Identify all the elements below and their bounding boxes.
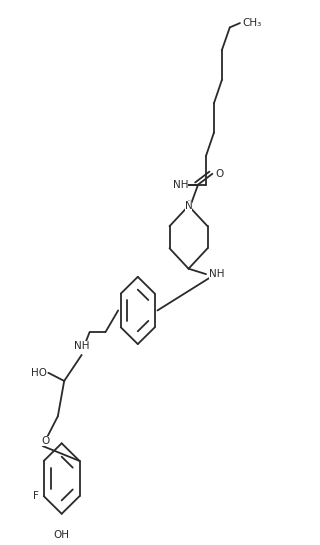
Text: F: F	[33, 491, 39, 501]
Text: OH: OH	[54, 530, 70, 540]
Text: NH: NH	[173, 180, 188, 190]
Text: NH: NH	[209, 269, 225, 279]
Text: O: O	[41, 435, 49, 446]
Text: O: O	[215, 169, 224, 179]
Text: CH₃: CH₃	[243, 18, 262, 28]
Text: HO: HO	[31, 368, 47, 378]
Text: NH: NH	[74, 341, 89, 350]
Text: N: N	[185, 201, 192, 211]
